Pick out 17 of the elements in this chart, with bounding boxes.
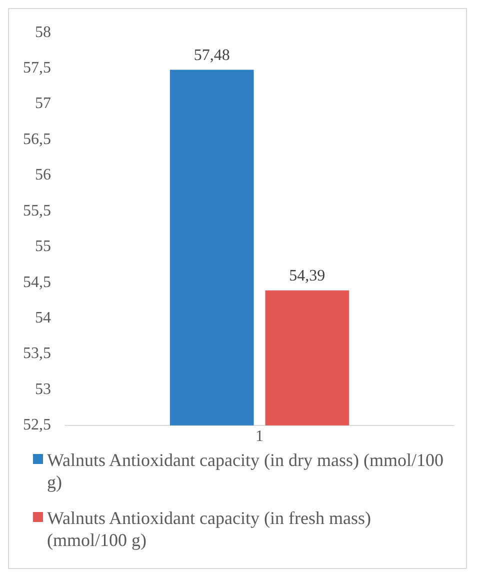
y-tick-label: 53 [35, 380, 51, 398]
y-tick-label: 57,5 [23, 60, 51, 77]
legend-label: Walnuts Antioxidant capacity (in fresh mass) (mmol/100 g) [47, 507, 372, 551]
y-tick-label: 56,5 [23, 130, 51, 148]
data-label: 57,48 [194, 46, 230, 64]
x-tick-label: 1 [256, 428, 264, 446]
data-label: 54,39 [289, 268, 326, 285]
y-tick-label: 54,5 [23, 274, 51, 291]
y-tick-label: 53,5 [23, 345, 51, 362]
y-tick-label: 57 [35, 95, 51, 112]
y-tick-label: 56 [35, 166, 51, 184]
legend-label: Walnuts Antioxidant capacity (in dry mass) (mmol/100 g) [47, 449, 444, 493]
y-tick-label: 55,5 [23, 202, 51, 220]
y-tick-label: 55 [35, 238, 51, 256]
y-tick-label: 58 [35, 24, 51, 41]
y-tick-label: 54 [35, 309, 51, 326]
y-tick-label: 52,5 [23, 416, 51, 434]
